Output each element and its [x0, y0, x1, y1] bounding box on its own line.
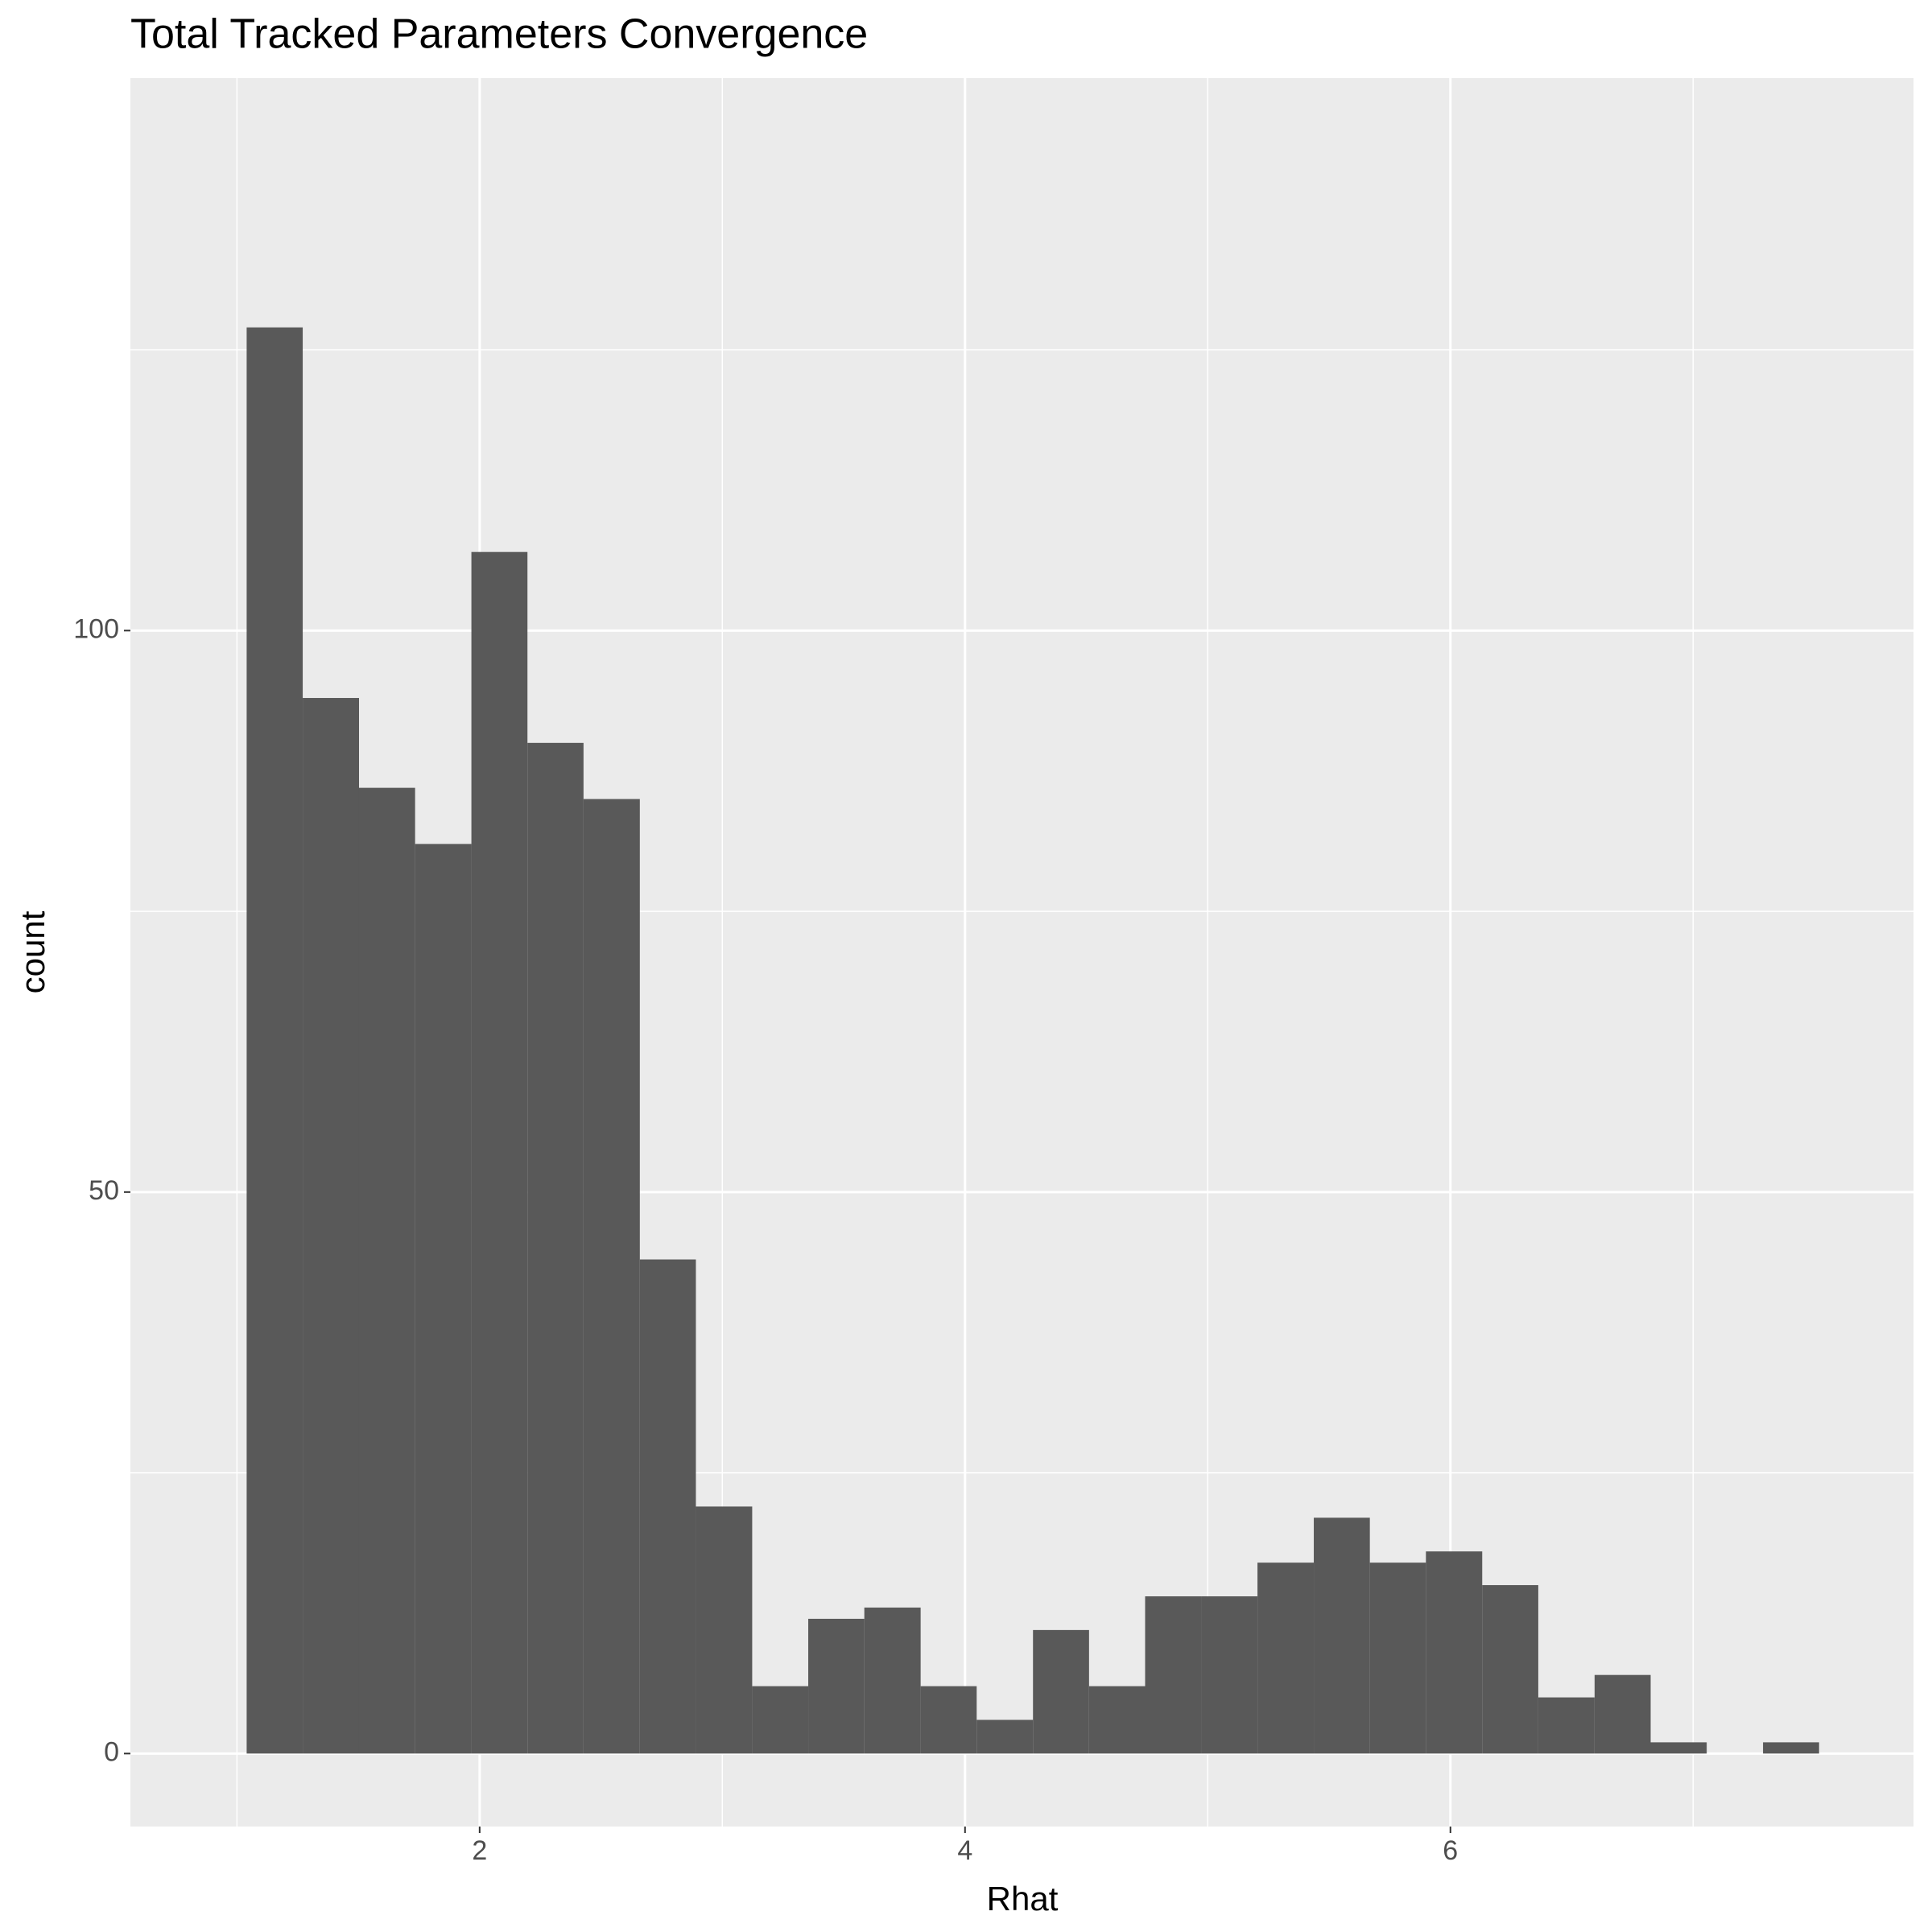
bar — [920, 1686, 977, 1754]
bar — [1257, 1563, 1315, 1754]
bar — [527, 742, 584, 1754]
bar — [1482, 1585, 1538, 1754]
bar — [752, 1686, 809, 1754]
bar — [1538, 1697, 1595, 1754]
bar — [246, 327, 303, 1754]
bar — [1145, 1596, 1202, 1754]
bar — [415, 844, 472, 1754]
bar — [864, 1607, 921, 1754]
x-tick-label: 4 — [957, 1835, 972, 1866]
y-tick-label: 100 — [73, 613, 119, 644]
bar — [303, 698, 359, 1754]
bar — [1314, 1517, 1370, 1754]
bar — [1201, 1596, 1258, 1754]
bar — [1088, 1686, 1146, 1754]
x-tick-label: 2 — [472, 1835, 487, 1866]
x-tick-label: 6 — [1443, 1835, 1458, 1866]
bar — [639, 1259, 696, 1754]
bar — [358, 787, 415, 1754]
chart-title: Total Tracked Parameters Convergence — [130, 11, 868, 58]
bar — [583, 799, 640, 1754]
bar — [1594, 1674, 1651, 1754]
bar — [471, 551, 528, 1754]
y-tick-label: 50 — [89, 1175, 119, 1206]
bar — [696, 1506, 753, 1754]
bar — [808, 1618, 865, 1754]
bar — [1426, 1551, 1483, 1754]
bar — [1650, 1742, 1707, 1754]
y-tick-label: 0 — [104, 1736, 119, 1767]
y-axis-label: count — [14, 910, 52, 993]
bar — [976, 1719, 1034, 1754]
bar — [1369, 1563, 1426, 1754]
bar — [1763, 1742, 1819, 1754]
bar — [1033, 1629, 1089, 1754]
x-axis-label: Rhat — [987, 1880, 1059, 1918]
